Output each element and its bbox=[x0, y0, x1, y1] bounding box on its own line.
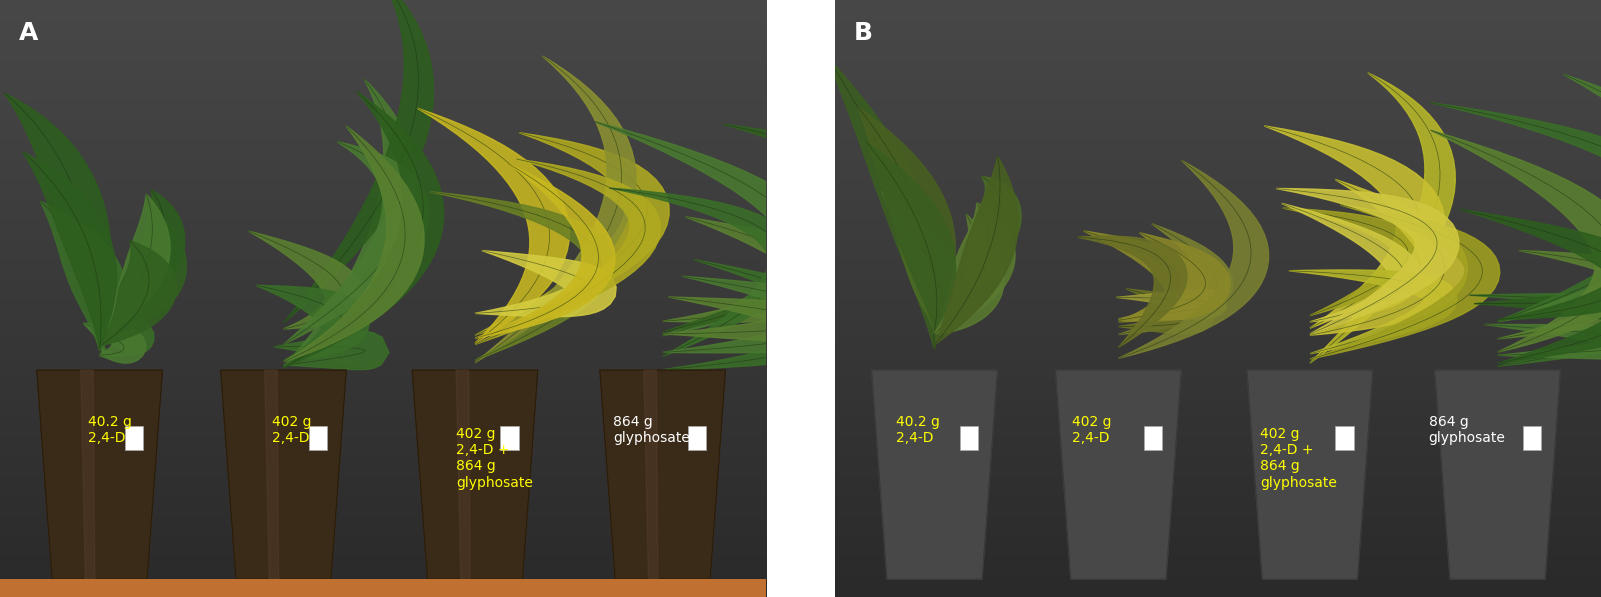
Polygon shape bbox=[1484, 324, 1601, 359]
Text: B: B bbox=[853, 21, 873, 45]
Polygon shape bbox=[1475, 294, 1601, 364]
Polygon shape bbox=[1281, 204, 1420, 322]
Text: 40.2 g
2,4-D: 40.2 g 2,4-D bbox=[897, 414, 940, 445]
Polygon shape bbox=[283, 0, 434, 323]
Polygon shape bbox=[22, 152, 117, 348]
Polygon shape bbox=[1434, 370, 1561, 579]
Polygon shape bbox=[644, 370, 658, 579]
Polygon shape bbox=[1431, 103, 1601, 321]
Bar bbox=[125, 426, 144, 450]
Polygon shape bbox=[663, 217, 857, 322]
Polygon shape bbox=[37, 370, 162, 579]
Polygon shape bbox=[1497, 251, 1601, 339]
Polygon shape bbox=[858, 107, 956, 318]
Polygon shape bbox=[248, 231, 363, 329]
Polygon shape bbox=[1289, 270, 1457, 354]
Polygon shape bbox=[83, 323, 146, 363]
Polygon shape bbox=[1119, 233, 1230, 321]
Bar bbox=[309, 426, 327, 450]
Polygon shape bbox=[283, 126, 424, 362]
Text: 864 g
glyphosate: 864 g glyphosate bbox=[1428, 414, 1505, 445]
Text: A: A bbox=[19, 21, 38, 45]
Bar bbox=[961, 426, 978, 450]
Text: 402 g
2,4-D: 402 g 2,4-D bbox=[1073, 414, 1113, 445]
Polygon shape bbox=[475, 164, 615, 338]
Polygon shape bbox=[663, 297, 833, 341]
Polygon shape bbox=[475, 251, 616, 317]
Polygon shape bbox=[935, 214, 1004, 334]
Polygon shape bbox=[1310, 205, 1500, 359]
Bar bbox=[0, 579, 767, 597]
Polygon shape bbox=[1460, 210, 1601, 320]
Polygon shape bbox=[1055, 370, 1182, 579]
Polygon shape bbox=[418, 108, 570, 343]
Polygon shape bbox=[475, 56, 636, 363]
Polygon shape bbox=[80, 370, 94, 579]
Polygon shape bbox=[221, 370, 346, 579]
Polygon shape bbox=[1497, 74, 1601, 322]
Polygon shape bbox=[1116, 290, 1226, 319]
Polygon shape bbox=[99, 204, 186, 339]
Polygon shape bbox=[456, 370, 471, 579]
Polygon shape bbox=[596, 122, 823, 336]
Polygon shape bbox=[274, 331, 389, 370]
Polygon shape bbox=[610, 188, 799, 356]
Polygon shape bbox=[256, 285, 368, 361]
Polygon shape bbox=[283, 141, 429, 344]
Polygon shape bbox=[99, 241, 176, 346]
Polygon shape bbox=[1265, 126, 1444, 328]
Polygon shape bbox=[1310, 73, 1455, 363]
Bar bbox=[1523, 426, 1542, 450]
Polygon shape bbox=[663, 260, 865, 370]
Polygon shape bbox=[5, 93, 110, 347]
Text: 402 g
2,4-D +
864 g
glyphosate: 402 g 2,4-D + 864 g glyphosate bbox=[1260, 427, 1337, 490]
Bar bbox=[688, 426, 706, 450]
Polygon shape bbox=[99, 316, 154, 356]
Polygon shape bbox=[663, 124, 943, 332]
Polygon shape bbox=[99, 194, 170, 340]
Polygon shape bbox=[1310, 179, 1468, 336]
Polygon shape bbox=[283, 91, 443, 368]
Polygon shape bbox=[475, 133, 669, 336]
Bar bbox=[1143, 426, 1162, 450]
Polygon shape bbox=[1247, 370, 1372, 579]
Polygon shape bbox=[600, 370, 725, 579]
Polygon shape bbox=[283, 79, 416, 367]
Bar bbox=[1335, 426, 1353, 450]
Polygon shape bbox=[1276, 189, 1459, 334]
Bar bbox=[501, 426, 519, 450]
Polygon shape bbox=[429, 192, 615, 360]
Polygon shape bbox=[866, 141, 956, 331]
Polygon shape bbox=[99, 190, 184, 343]
Polygon shape bbox=[1119, 289, 1214, 334]
Polygon shape bbox=[935, 156, 1018, 344]
Polygon shape bbox=[1084, 231, 1207, 322]
Polygon shape bbox=[264, 370, 279, 579]
Polygon shape bbox=[1119, 224, 1233, 334]
Polygon shape bbox=[1119, 160, 1268, 358]
Polygon shape bbox=[1077, 236, 1186, 347]
Polygon shape bbox=[871, 370, 997, 579]
Polygon shape bbox=[411, 370, 538, 579]
Polygon shape bbox=[40, 201, 126, 351]
Text: 402 g
2,4-D: 402 g 2,4-D bbox=[272, 414, 312, 445]
Polygon shape bbox=[935, 202, 1015, 334]
Polygon shape bbox=[475, 159, 660, 344]
Polygon shape bbox=[935, 177, 1021, 324]
Polygon shape bbox=[1470, 294, 1601, 367]
Polygon shape bbox=[881, 189, 965, 335]
Polygon shape bbox=[1431, 130, 1601, 352]
Polygon shape bbox=[826, 55, 940, 349]
Polygon shape bbox=[1282, 208, 1423, 316]
Text: 40.2 g
2,4-D: 40.2 g 2,4-D bbox=[88, 414, 131, 445]
Text: 402 g
2,4-D +
864 g
glyphosate: 402 g 2,4-D + 864 g glyphosate bbox=[456, 427, 533, 490]
Text: 864 g
glyphosate: 864 g glyphosate bbox=[613, 414, 690, 445]
Polygon shape bbox=[663, 276, 868, 353]
